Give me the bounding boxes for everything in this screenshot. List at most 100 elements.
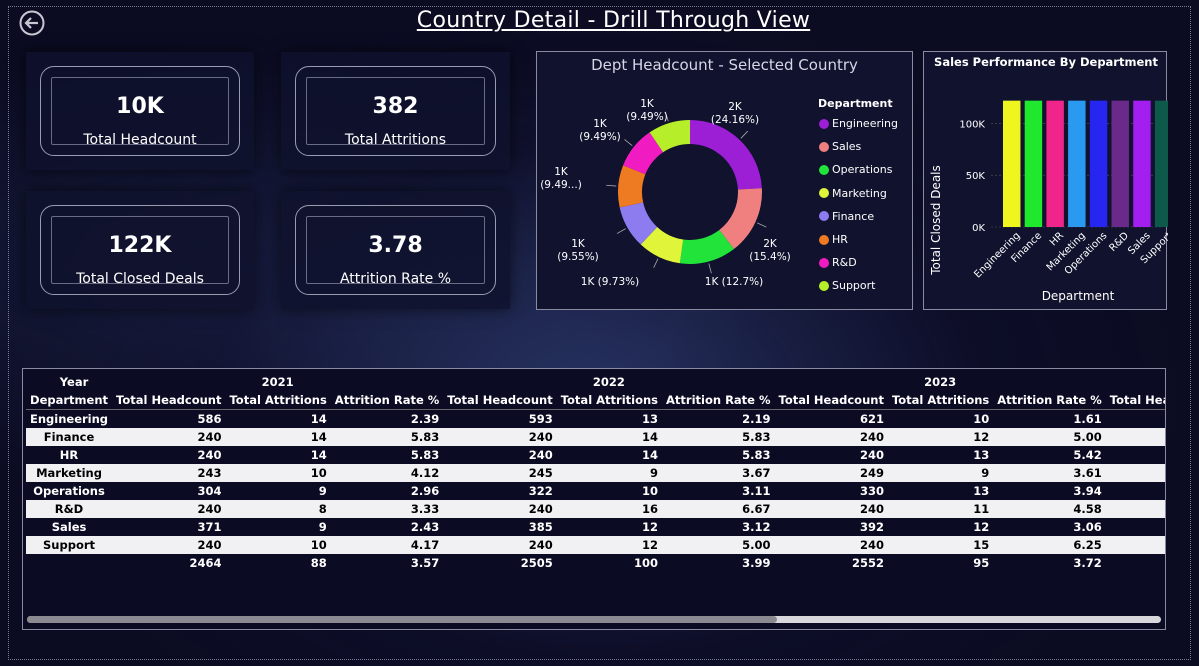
donut-slice-finance[interactable] xyxy=(619,202,658,245)
bar-finance[interactable] xyxy=(1024,100,1043,227)
value-cell: 12 xyxy=(887,518,994,536)
kpi-label: Total Attritions xyxy=(344,132,447,148)
value-cell: 13 xyxy=(887,482,994,500)
donut-data-label: (9.49...) xyxy=(540,179,582,191)
kpi-value: 382 xyxy=(372,94,419,119)
value-cell: 14 xyxy=(225,446,331,464)
column-header: Total Headcount xyxy=(116,393,222,407)
total-cell: 3.57 xyxy=(410,556,440,570)
legend-item[interactable]: Finance xyxy=(819,210,874,223)
bar-hr[interactable] xyxy=(1046,100,1064,227)
donut-data-label: 2K xyxy=(763,238,778,250)
donut-slice-operations[interactable] xyxy=(679,230,734,264)
legend-item[interactable]: Sales xyxy=(819,140,861,153)
table-row[interactable]: Engineering586142.39593132.19621101.6164… xyxy=(26,409,1165,428)
value-cell: 10 xyxy=(887,409,994,428)
donut-data-label: 2K xyxy=(728,101,743,113)
bar-rd[interactable] xyxy=(1111,100,1129,227)
legend-dot xyxy=(819,188,829,199)
bar-support[interactable] xyxy=(1154,100,1168,227)
value-cell: 10 xyxy=(225,536,331,554)
legend-dot xyxy=(819,164,829,175)
value-cell: 5.83 xyxy=(662,428,775,446)
legend-item[interactable]: HR xyxy=(819,233,848,246)
bar-chart-ylabel: Total Closed Deals xyxy=(929,165,943,276)
legend-item[interactable]: Marketing xyxy=(819,187,887,200)
back-button[interactable] xyxy=(19,10,45,36)
value-cell: 11 xyxy=(887,500,994,518)
bar-sales[interactable] xyxy=(1133,100,1151,227)
total-cell: 2596 xyxy=(1106,554,1165,572)
value-cell: 245 xyxy=(443,464,557,482)
value-cell: 240 xyxy=(774,428,888,446)
year-header: 2021 xyxy=(261,375,294,389)
value-cell: 240 xyxy=(443,536,557,554)
leader-line xyxy=(624,139,633,146)
value-cell: 240 xyxy=(1105,536,1165,554)
bar-operations[interactable] xyxy=(1089,100,1108,227)
value-cell: 322 xyxy=(443,482,557,500)
horizontal-scrollbar[interactable] xyxy=(27,616,1161,623)
value-cell: 240 xyxy=(112,500,226,518)
y-tick-label: 0K xyxy=(972,223,985,234)
sales-performance-card: Sales Performance By Department Total Clo… xyxy=(923,51,1168,310)
kpi-value: 122K xyxy=(108,233,172,258)
legend-label: Operations xyxy=(832,163,893,177)
kpi-card-total-closed-deals: 122K Total Closed Deals xyxy=(26,191,254,309)
legend-item[interactable]: Operations xyxy=(819,163,892,176)
value-cell: 2.96 xyxy=(330,482,444,500)
report-frame xyxy=(8,6,1191,660)
column-header: Total Attritions xyxy=(891,393,990,407)
department-cell: Marketing xyxy=(26,464,113,482)
legend-label: HR xyxy=(832,233,848,246)
department-matrix-table: Year 2021 2022 2023 Department Total Hea… xyxy=(22,368,1166,630)
legend-item[interactable]: R&D xyxy=(819,256,857,269)
value-cell: 249 xyxy=(774,464,888,482)
value-cell: 410 xyxy=(1105,518,1165,536)
department-cell: Support xyxy=(26,536,113,554)
scrollbar-thumb[interactable] xyxy=(27,616,777,623)
value-cell: 4.17 xyxy=(330,536,444,554)
bar-engineering[interactable] xyxy=(1003,100,1021,227)
donut-title: Dept Headcount - Selected Country xyxy=(591,56,858,74)
bar-chart-xlabel: Department xyxy=(1042,289,1115,303)
column-header: Attrition Rate % xyxy=(666,393,771,407)
donut-slice-rd[interactable] xyxy=(623,132,664,175)
donut-slice-sales[interactable] xyxy=(719,188,762,250)
value-cell: 5.42 xyxy=(993,446,1106,464)
legend-dot xyxy=(819,211,829,222)
donut-slice-engineering[interactable] xyxy=(690,120,762,190)
value-cell: 16 xyxy=(556,500,663,518)
donut-slice-support[interactable] xyxy=(649,120,690,153)
value-cell: 330 xyxy=(774,482,888,500)
column-header: Total Headcount xyxy=(447,393,553,407)
value-cell: 371 xyxy=(112,518,226,536)
value-cell: 14 xyxy=(225,409,331,428)
legend-label: Sales xyxy=(832,140,862,154)
legend-item[interactable]: Support xyxy=(819,279,875,292)
bar-marketing[interactable] xyxy=(1068,100,1086,227)
department-cell: HR xyxy=(26,446,113,464)
column-header: Total Attritions xyxy=(560,393,659,407)
department-cell: Operations xyxy=(26,482,113,500)
donut-slice-marketing[interactable] xyxy=(640,227,684,264)
donut-slice-hr[interactable] xyxy=(618,165,646,208)
year-header: 2023 xyxy=(924,375,957,389)
value-cell: 10 xyxy=(225,464,331,482)
department-cell: Engineering xyxy=(26,409,113,428)
legend-item[interactable]: Engineering xyxy=(819,117,898,130)
leader-line xyxy=(664,111,669,122)
donut-data-label: (9.49%) xyxy=(626,111,668,123)
legend-label: Engineering xyxy=(832,117,898,130)
value-cell: 240 xyxy=(1105,500,1165,518)
value-cell: 3.33 xyxy=(330,500,444,518)
leader-line xyxy=(606,184,617,187)
value-cell: 14 xyxy=(556,428,663,446)
